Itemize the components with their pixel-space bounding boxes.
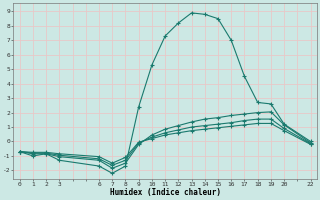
X-axis label: Humidex (Indice chaleur): Humidex (Indice chaleur) bbox=[110, 188, 220, 197]
